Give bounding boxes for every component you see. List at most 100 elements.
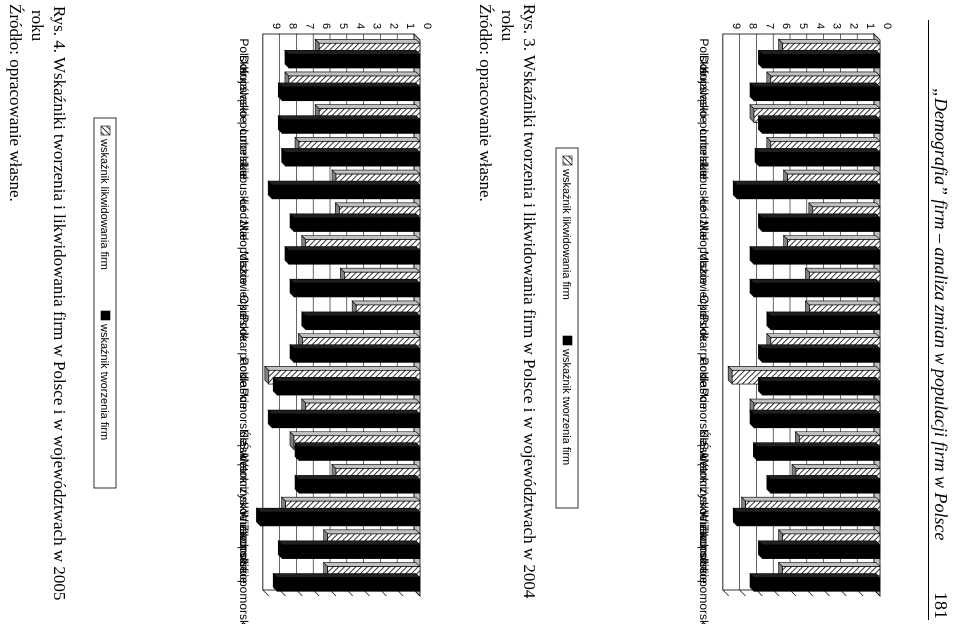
bar-tworzenia	[293, 282, 421, 298]
bar-tworzenia	[281, 119, 421, 134]
category-label: Podlaskie	[697, 357, 711, 409]
bar-side-face	[277, 115, 421, 120]
bar-side-face	[757, 344, 881, 349]
chart-0-tick-label: 3	[831, 23, 843, 29]
bar-side-face	[766, 333, 881, 338]
bar-side-face	[766, 311, 881, 317]
bar-side-face	[749, 278, 881, 284]
category-label: Śląskie	[697, 429, 712, 468]
chart-1-tick-label: 5	[337, 23, 349, 29]
category-label: Opolskie	[237, 295, 251, 342]
category-label: Mazowieckie	[237, 251, 251, 320]
bar-tworzenia	[770, 315, 881, 330]
bar-side-face	[339, 267, 421, 273]
legend-box	[555, 147, 579, 509]
bar-tworzenia	[757, 446, 881, 461]
category-label: Wielkopolskie	[697, 510, 711, 584]
bar-side-face	[301, 311, 421, 317]
bar-side-face	[732, 507, 881, 513]
bar-side-face	[794, 431, 881, 437]
category-label: Świętokrzyskie	[697, 442, 712, 522]
chart-1-tick-label: 9	[270, 23, 282, 29]
fig4-source: Źródło: opracowanie własne.	[6, 4, 25, 202]
bar-tworzenia	[293, 348, 421, 363]
bar-side-face	[314, 38, 421, 44]
bar-side-face	[766, 475, 881, 480]
chart-0-tick-label: 4	[814, 23, 826, 29]
bar-tworzenia	[762, 217, 881, 232]
category-label: Lubelskie	[697, 129, 711, 180]
bar-side-face	[804, 267, 881, 273]
chart-0-grid-floor-line	[722, 589, 730, 597]
bar-side-face	[331, 464, 421, 469]
category-label: Małopolskie	[237, 221, 251, 285]
bar-side-face	[757, 49, 881, 55]
bar-tworzenia	[305, 315, 421, 330]
chart-1-tick-label: 8	[287, 23, 299, 29]
bar-side-face	[289, 213, 421, 219]
legend-swatch	[562, 155, 573, 166]
chart-1-tick-label: 4	[354, 23, 366, 29]
chart-1-legend: wskaźnik likwidowania firm wskaźnik tworz…	[93, 117, 117, 489]
bar-tworzenia	[753, 86, 881, 102]
fig4-caption-line1: Rys. 4. Wskaźniki tworzenia i likwidowan…	[50, 6, 69, 601]
bar-tworzenia	[753, 577, 881, 592]
category-label: Kujawsko-pomorskie	[237, 66, 251, 177]
category-label: Dolnośląskie	[237, 55, 251, 123]
bar-side-face	[777, 562, 881, 567]
category-label: Małopolskie	[697, 221, 711, 285]
bar-side-face	[749, 398, 881, 404]
bar-tworzenia	[281, 544, 421, 559]
chart-1-tick-label: 0	[421, 23, 433, 29]
bar-tworzenia	[762, 53, 881, 69]
legend-swatch	[562, 335, 573, 346]
bar-side-face	[351, 300, 421, 306]
chart-0-tick-label: 6	[780, 23, 792, 29]
bar-tworzenia	[736, 184, 881, 200]
fig4-caption-line2: roku	[28, 10, 47, 42]
chart-0-tick-label: 7	[763, 23, 775, 29]
bar-side-face	[804, 300, 881, 306]
bar-tworzenia	[271, 184, 421, 200]
bar-side-face	[791, 464, 881, 469]
legend-label: wskaźnik tworzenia firm	[560, 348, 572, 465]
chart-0-tick-label: 0	[881, 23, 893, 29]
category-label: Dolnośląskie	[697, 55, 711, 123]
bar-tworzenia	[762, 348, 881, 363]
bar-side-face	[301, 398, 421, 404]
chart-1-tick-label: 6	[320, 23, 332, 29]
bar-side-face	[766, 137, 881, 142]
bar-side-face	[749, 104, 881, 109]
bar-side-face	[264, 366, 421, 371]
bar-side-face	[749, 246, 881, 251]
bar-side-face	[272, 377, 421, 382]
bar-side-face	[808, 202, 881, 208]
category-label: Polska	[697, 38, 711, 74]
category-label: Opolskie	[697, 295, 711, 342]
bar-side-face	[727, 366, 881, 371]
legend-label: wskaźnik tworzenia firm	[98, 323, 110, 440]
bar-tworzenia	[762, 544, 881, 559]
bar-tworzenia	[770, 479, 881, 494]
legend-label: wskaźnik likwidowania firm	[560, 168, 572, 300]
bar-tworzenia	[288, 53, 421, 69]
chart-1-tick-label: 2	[387, 23, 399, 29]
chart-0-grid-floor-line	[739, 589, 746, 597]
fig3-caption-line2: roku	[498, 10, 517, 42]
legend-label: wskaźnik likwidowania firm	[98, 138, 110, 270]
category-label: Lubelskie	[237, 129, 251, 180]
bar-tworzenia	[753, 250, 881, 265]
bar-side-face	[284, 49, 421, 55]
legend-swatch	[100, 310, 111, 321]
chart-1-tick-label: 7	[303, 23, 315, 29]
chart-0-tick-label: 9	[730, 23, 742, 29]
bar-side-face	[280, 496, 421, 502]
bar-side-face	[294, 442, 421, 448]
legend-box	[93, 117, 117, 489]
category-label: Warmińsko-mazurskie	[237, 455, 251, 574]
bar-tworzenia	[288, 250, 421, 265]
category-label: Śląskie	[237, 429, 252, 468]
bar-tworzenia	[281, 86, 421, 102]
bar-side-face	[732, 180, 881, 186]
